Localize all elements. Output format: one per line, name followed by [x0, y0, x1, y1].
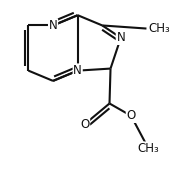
Text: N: N	[73, 64, 82, 77]
Text: N: N	[49, 19, 57, 32]
Text: CH₃: CH₃	[138, 142, 159, 155]
Text: CH₃: CH₃	[148, 22, 170, 35]
Text: O: O	[80, 117, 89, 131]
Text: O: O	[126, 109, 136, 122]
Text: N: N	[116, 31, 125, 44]
